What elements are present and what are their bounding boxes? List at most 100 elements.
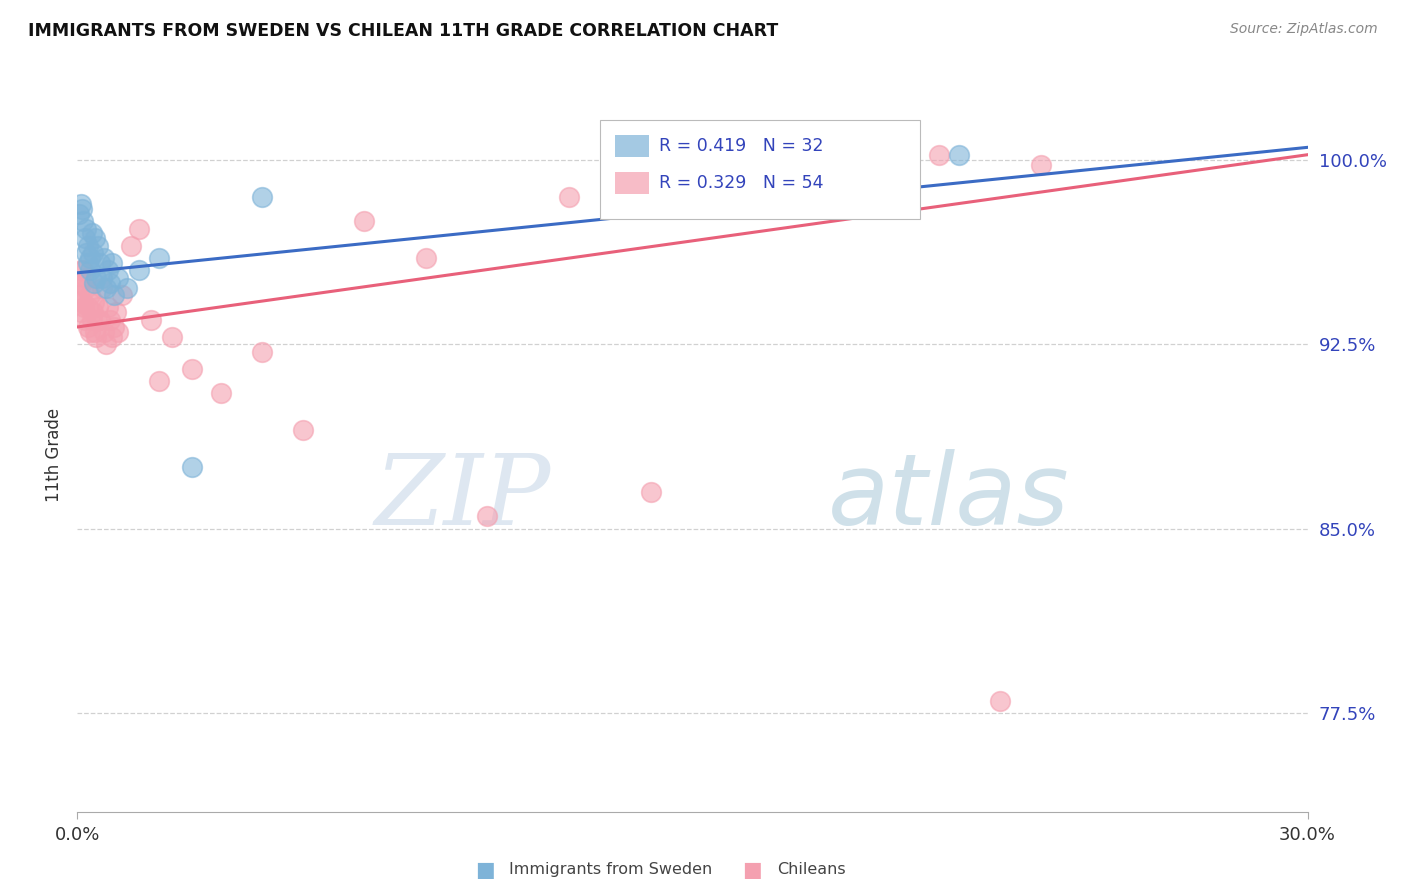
Point [90, 270, 114, 285]
Point [76, 239, 98, 253]
Text: R = 0.329   N = 54: R = 0.329 N = 54 [659, 174, 824, 192]
Point [804, 147, 827, 161]
Point [640, 484, 662, 499]
Point [69, 263, 91, 277]
Point [723, 165, 745, 179]
Point [1029, 157, 1052, 171]
Point [415, 251, 437, 265]
Point [77, 320, 100, 334]
Point [89, 256, 111, 270]
Point [67, 288, 90, 302]
Point [69, 197, 91, 211]
Point [89, 312, 111, 326]
Point [84, 330, 107, 344]
Point [84, 270, 107, 285]
Point [101, 256, 124, 270]
Point [250, 344, 273, 359]
Point [105, 305, 128, 319]
Point [928, 147, 950, 161]
Point [98, 312, 121, 326]
Point [181, 361, 204, 376]
Text: Source: ZipAtlas.com: Source: ZipAtlas.com [1230, 22, 1378, 37]
Point [75, 270, 97, 285]
Text: ZIP: ZIP [375, 450, 551, 545]
Point [103, 288, 125, 302]
Point [250, 189, 273, 203]
Point [128, 263, 150, 277]
Text: R = 0.419   N = 32: R = 0.419 N = 32 [659, 137, 824, 155]
Text: Chileans: Chileans [778, 863, 846, 877]
Point [83, 231, 105, 245]
Text: IMMIGRANTS FROM SWEDEN VS CHILEAN 11TH GRADE CORRELATION CHART: IMMIGRANTS FROM SWEDEN VS CHILEAN 11TH G… [28, 22, 779, 40]
Point [107, 325, 129, 339]
Point [477, 509, 499, 524]
Point [141, 312, 163, 326]
Point [948, 147, 970, 161]
Point [97, 263, 120, 277]
Point [69, 295, 91, 310]
Point [83, 276, 105, 290]
Y-axis label: 11th Grade: 11th Grade [45, 408, 63, 502]
Point [72, 295, 94, 310]
Point [90, 280, 114, 294]
FancyBboxPatch shape [614, 135, 650, 157]
Point [70, 305, 93, 319]
Point [75, 246, 97, 260]
Point [209, 386, 232, 401]
Point [67, 207, 90, 221]
Point [94, 280, 117, 294]
Point [79, 288, 101, 302]
Point [103, 320, 125, 334]
Point [98, 276, 121, 290]
Point [120, 239, 142, 253]
Point [80, 227, 103, 241]
Point [94, 337, 117, 351]
Point [148, 251, 170, 265]
Point [79, 325, 101, 339]
Point [181, 460, 204, 475]
Point [70, 276, 93, 290]
Point [291, 423, 314, 437]
Point [115, 280, 138, 294]
Point [866, 147, 889, 161]
Point [83, 325, 105, 339]
Point [82, 305, 104, 319]
Point [83, 295, 105, 310]
Point [73, 312, 96, 326]
Point [79, 251, 101, 265]
Point [76, 300, 98, 314]
Point [93, 251, 115, 265]
Point [101, 330, 124, 344]
Point [72, 214, 94, 228]
Point [148, 374, 170, 388]
Point [111, 288, 134, 302]
Point [79, 263, 101, 277]
Point [93, 325, 115, 339]
Text: ■: ■ [742, 860, 762, 880]
Point [128, 221, 150, 235]
Point [77, 256, 100, 270]
FancyBboxPatch shape [614, 171, 650, 194]
Point [107, 270, 129, 285]
Point [160, 330, 183, 344]
Text: Immigrants from Sweden: Immigrants from Sweden [509, 863, 713, 877]
Bar [600, 120, 920, 219]
Text: ■: ■ [475, 860, 495, 880]
Point [73, 300, 96, 314]
Point [97, 300, 120, 314]
Point [87, 300, 110, 314]
Point [353, 214, 375, 228]
Point [67, 276, 90, 290]
Text: atlas: atlas [828, 450, 1070, 546]
Point [75, 221, 97, 235]
Point [72, 263, 94, 277]
Point [75, 280, 97, 294]
Point [558, 189, 581, 203]
Point [80, 312, 103, 326]
Point [87, 239, 110, 253]
Point [73, 231, 96, 245]
Point [70, 202, 93, 216]
Point [82, 246, 104, 260]
Point [86, 312, 108, 326]
Point [988, 694, 1011, 708]
